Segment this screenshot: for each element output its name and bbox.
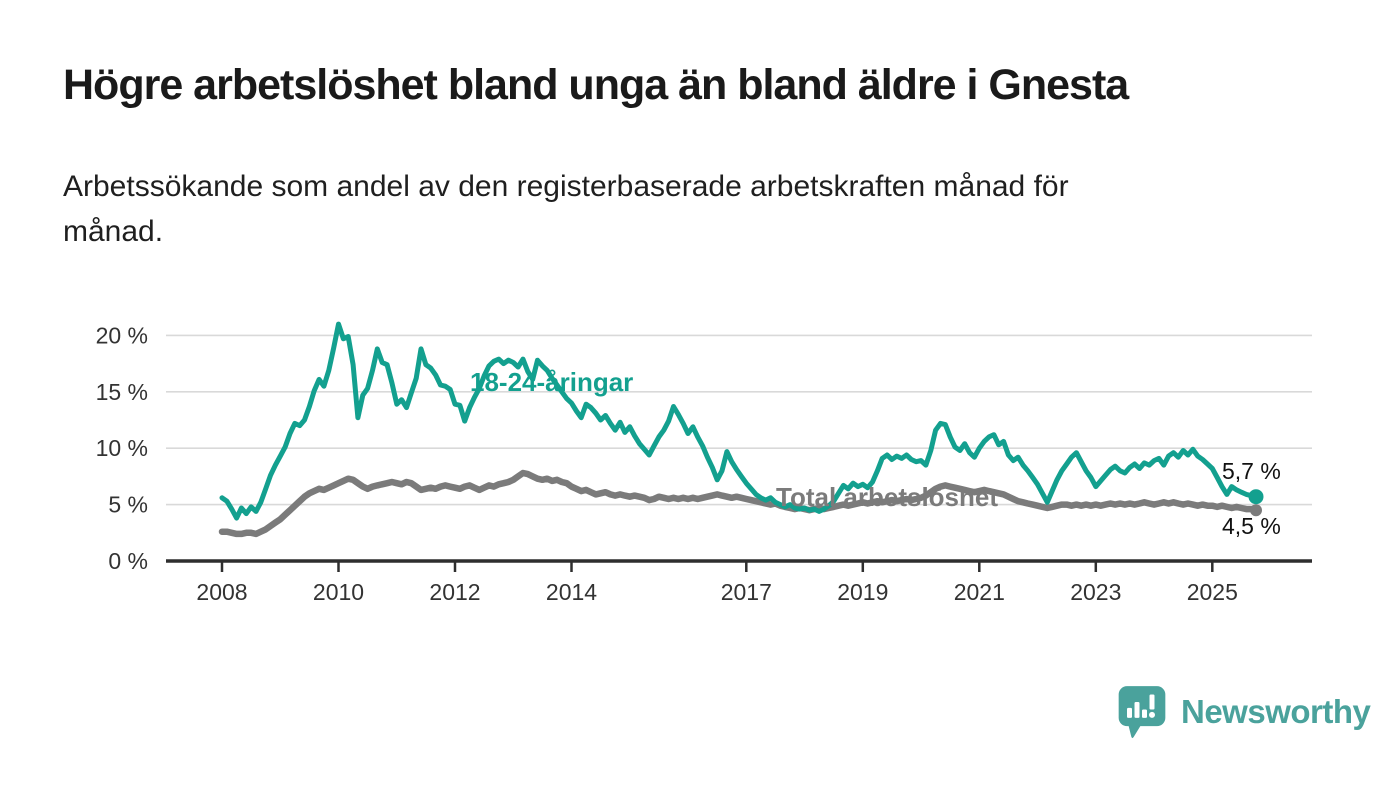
endpoint-dot-total — [1250, 504, 1262, 517]
series-line-youth — [219, 321, 1259, 521]
bar-chart-speech-bubble-icon — [1118, 686, 1166, 739]
subtitle-line-2: månad. — [63, 215, 164, 248]
y-tick-label: 0 % — [108, 548, 148, 574]
y-tick-label: 10 % — [96, 435, 148, 461]
page-title: Högre arbetslöshet bland unga än bland ä… — [63, 61, 1129, 109]
y-tick-label: 15 % — [96, 379, 148, 405]
subtitle-line-1: Arbetssökande som andel av den registerb… — [63, 170, 1069, 203]
newsworthy-logo: Newsworthy — [1117, 684, 1371, 740]
endpoint-dot-youth — [1248, 489, 1264, 505]
x-tick-label: 2019 — [837, 579, 888, 605]
x-tick-label: 2014 — [546, 579, 597, 605]
page-subtitle: Arbetssökande som andel av den registerb… — [63, 164, 1313, 254]
brand-name: Newsworthy — [1181, 693, 1371, 730]
x-tick-label: 2012 — [429, 579, 480, 605]
series-line-total — [218, 469, 1260, 538]
end-value-label-youth: 5,7 % — [1222, 458, 1281, 484]
x-tick-label: 2017 — [721, 579, 772, 605]
y-tick-label: 20 % — [96, 322, 148, 348]
x-tick-label: 2023 — [1070, 579, 1121, 605]
x-tick-label: 2010 — [313, 579, 364, 605]
x-tick-label: 2008 — [196, 579, 247, 605]
end-value-label-total: 4,5 % — [1222, 513, 1281, 539]
series-label-total: Total arbetslöshet — [776, 482, 999, 512]
series-label-youth: 18-24-åringar — [470, 367, 634, 397]
x-tick-label: 2021 — [954, 579, 1005, 605]
y-tick-label: 5 % — [108, 492, 148, 518]
x-tick-label: 2025 — [1187, 579, 1238, 605]
